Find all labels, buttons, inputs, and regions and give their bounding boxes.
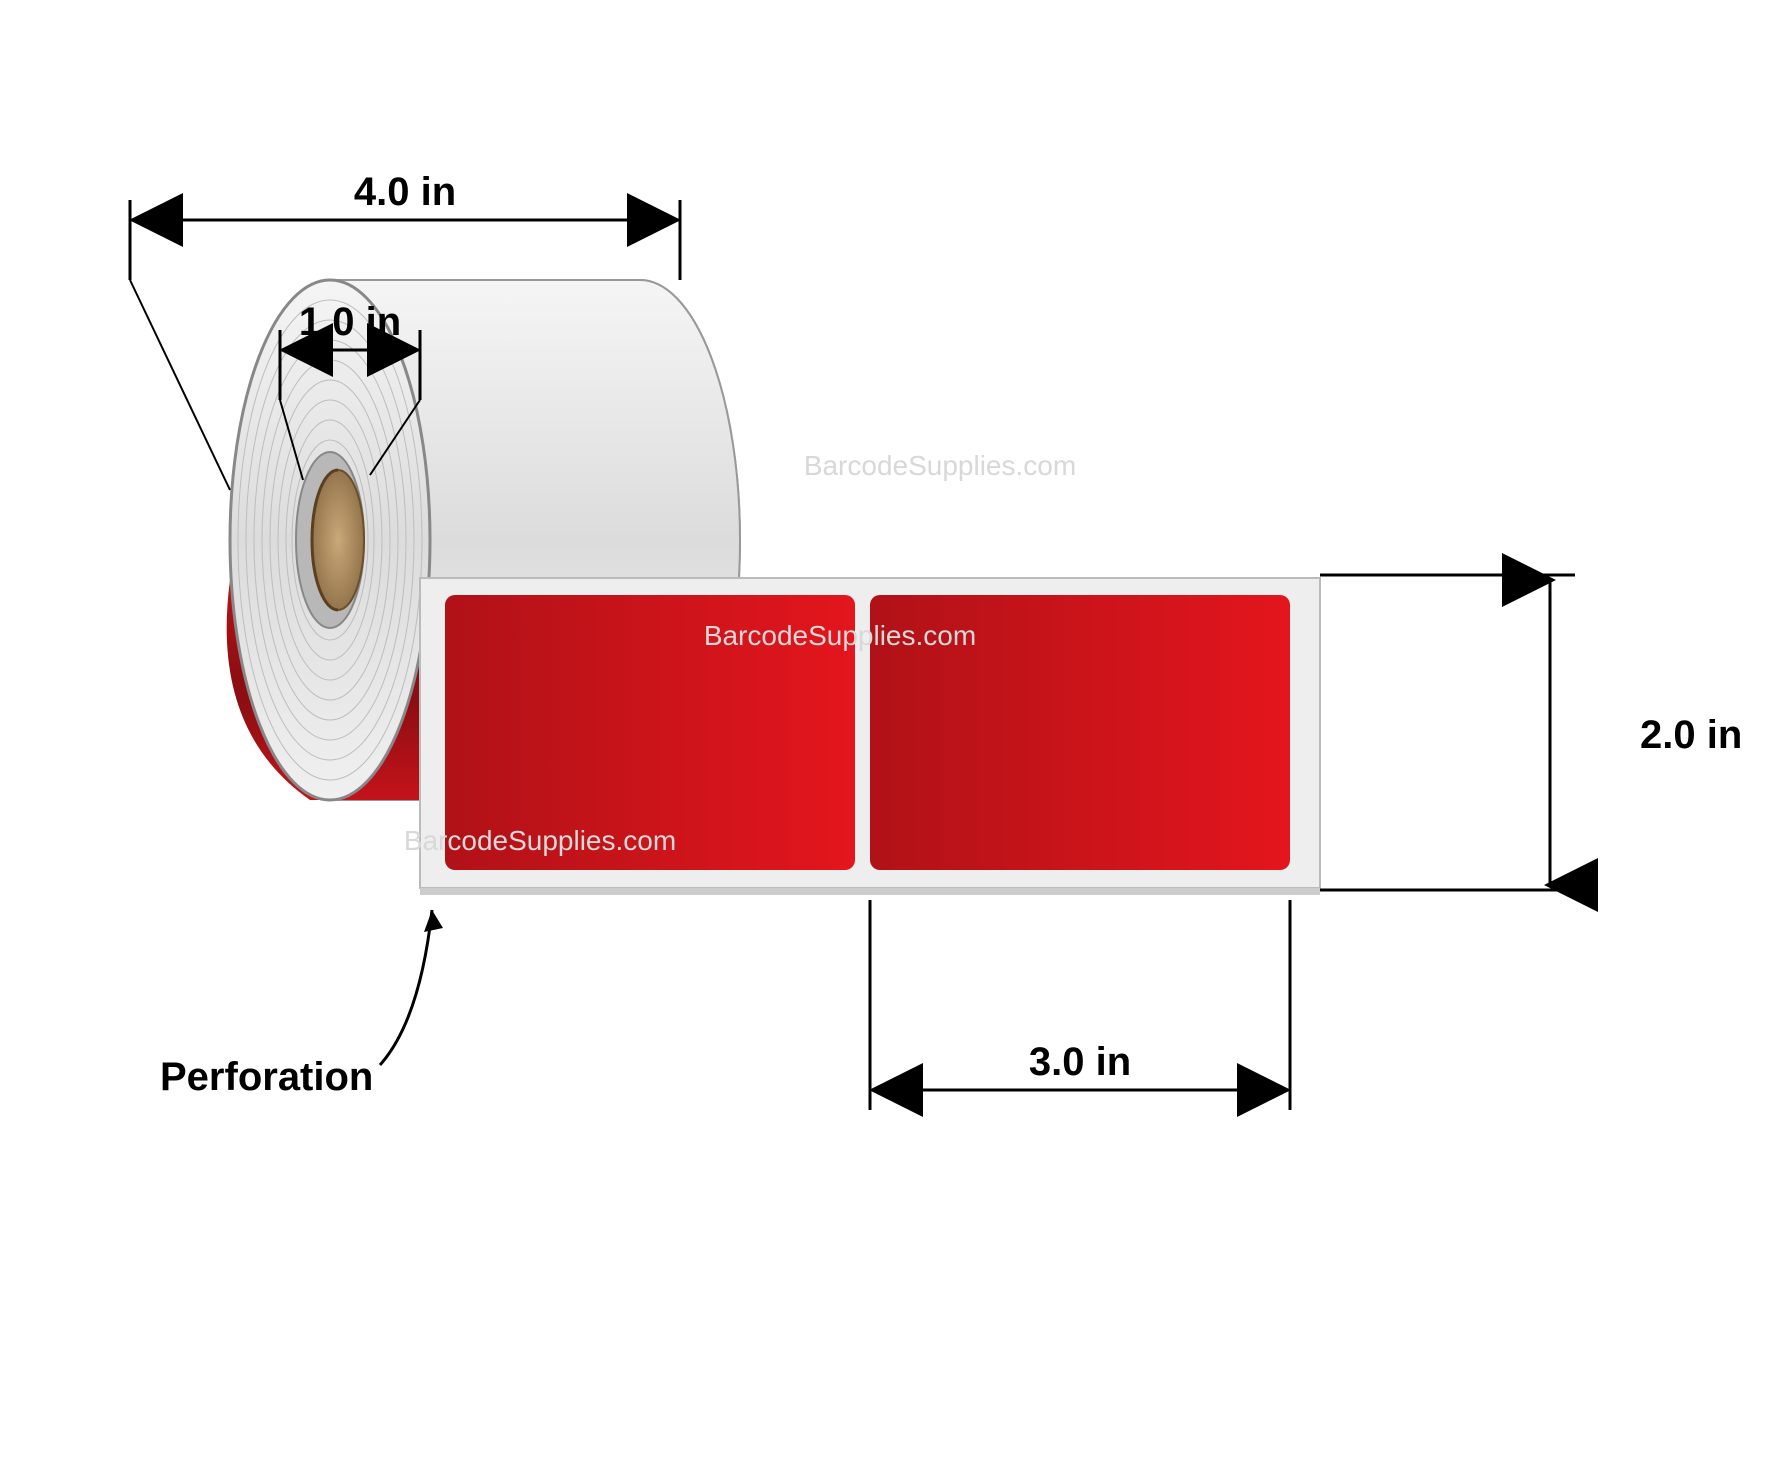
- perforation-arrowhead: [424, 910, 443, 932]
- perforation-label: Perforation: [160, 1055, 373, 1099]
- outer-diameter-label: 4.0 in: [354, 170, 456, 214]
- label-height-label: 2.0 in: [1640, 713, 1742, 757]
- dim-label-height: [1320, 575, 1575, 890]
- label-width-label: 3.0 in: [1029, 1040, 1131, 1084]
- core-diameter-label: 1.0 in: [299, 300, 401, 344]
- diagram-svg: 4.0 in 1.0 in 3.0 in 2.0 in Perforation …: [0, 0, 1772, 1476]
- diagram-container: 4.0 in 1.0 in 3.0 in 2.0 in Perforation …: [0, 0, 1772, 1476]
- watermark-3: BarcodeSupplies.com: [404, 825, 676, 856]
- watermark-2: BarcodeSupplies.com: [704, 620, 976, 651]
- backing-lip: [420, 888, 1320, 895]
- perforation-pointer: [380, 910, 432, 1065]
- watermark-1: BarcodeSupplies.com: [804, 450, 1076, 481]
